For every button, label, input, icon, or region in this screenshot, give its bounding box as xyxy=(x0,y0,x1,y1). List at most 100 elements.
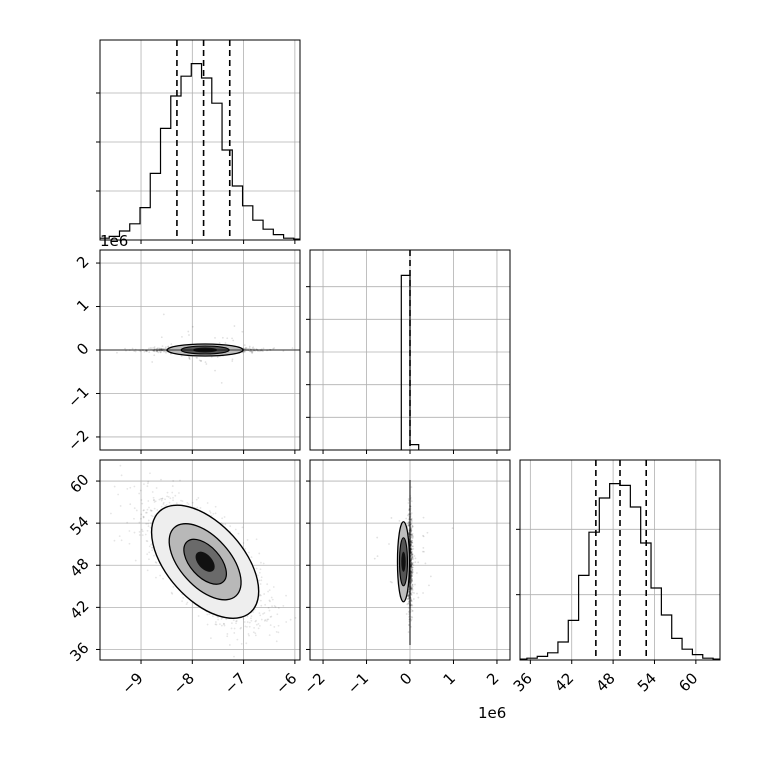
scatter-point xyxy=(411,569,414,572)
scatter-point xyxy=(410,529,413,532)
scatter-point xyxy=(234,528,237,531)
scatter-point xyxy=(410,520,413,523)
scatter-point xyxy=(142,509,145,512)
scatter-point xyxy=(410,552,413,554)
x-offset-label: 1e6 xyxy=(478,704,506,722)
x-tick-label: 1 xyxy=(440,669,459,688)
scatter-point xyxy=(195,498,198,501)
scatter-point xyxy=(411,600,413,602)
scatter-point xyxy=(216,356,219,358)
scatter-point xyxy=(411,580,414,583)
scatter-point xyxy=(248,345,251,348)
scatter-point xyxy=(411,539,413,542)
scatter-point xyxy=(411,571,413,574)
scatter-point xyxy=(153,346,156,348)
scatter-point xyxy=(134,350,137,353)
scatter-point xyxy=(223,623,225,625)
scatter-point xyxy=(413,592,415,594)
scatter-point xyxy=(410,486,413,489)
scatter-point xyxy=(259,583,262,585)
scatter-point xyxy=(410,543,413,546)
scatter-point xyxy=(235,620,237,623)
scatter-point xyxy=(151,509,153,512)
scatter-point xyxy=(410,528,413,530)
scatter-point xyxy=(407,594,410,597)
scatter-point xyxy=(215,623,218,626)
scatter-point xyxy=(275,640,278,643)
scatter-point xyxy=(244,547,247,550)
scatter-point xyxy=(407,522,410,525)
scatter-point xyxy=(169,497,172,500)
scatter-point xyxy=(140,499,143,501)
scatter-point xyxy=(414,561,417,564)
scatter-point xyxy=(406,598,409,600)
scatter-point xyxy=(233,632,236,634)
scatter-point xyxy=(245,347,248,350)
scatter-point xyxy=(204,361,207,364)
scatter-point xyxy=(407,598,409,600)
scatter-point xyxy=(407,631,410,633)
scatter-point xyxy=(143,483,145,485)
scatter-point xyxy=(411,541,414,544)
scatter-point xyxy=(416,592,418,595)
scatter-point xyxy=(156,350,159,353)
scatter-point xyxy=(250,615,253,617)
scatter-point xyxy=(411,587,414,589)
scatter-point xyxy=(185,603,188,605)
scatter-point xyxy=(223,516,226,518)
scatter-point xyxy=(139,489,142,492)
scatter-point xyxy=(410,587,413,590)
scatter-point xyxy=(145,539,148,542)
scatter-point xyxy=(291,347,294,350)
scatter-point xyxy=(411,541,413,544)
scatter-point xyxy=(410,562,413,565)
scatter-point xyxy=(110,512,112,515)
scatter-point xyxy=(274,606,277,608)
scatter-point xyxy=(155,561,158,564)
scatter-point xyxy=(410,551,413,554)
scatter-point xyxy=(154,500,157,503)
scatter-point xyxy=(410,522,413,525)
scatter-point xyxy=(410,565,413,568)
scatter-point xyxy=(221,517,224,520)
scatter-point xyxy=(411,573,414,575)
scatter-point xyxy=(389,580,392,583)
scatter-point xyxy=(172,496,174,499)
y-tick-label: 36 xyxy=(66,639,92,665)
scatter-point xyxy=(162,501,165,504)
scatter-point xyxy=(262,347,265,350)
scatter-point xyxy=(410,563,413,566)
scatter-point xyxy=(411,586,413,589)
scatter-point xyxy=(410,565,413,568)
scatter-point xyxy=(174,494,177,497)
scatter-point xyxy=(407,499,410,502)
scatter-point xyxy=(267,607,270,609)
scatter-point xyxy=(254,632,257,635)
density-core xyxy=(195,551,215,572)
scatter-point xyxy=(406,603,409,606)
scatter-point xyxy=(166,491,169,494)
scatter-point xyxy=(410,572,413,575)
scatter-point xyxy=(181,500,184,503)
scatter-point xyxy=(271,598,274,601)
scatter-point xyxy=(407,524,410,527)
scatter-point xyxy=(285,621,288,623)
scatter-point xyxy=(410,534,413,537)
scatter-point xyxy=(208,510,211,513)
scatter-point xyxy=(410,529,413,532)
scatter-point xyxy=(214,369,216,372)
scatter-point xyxy=(231,358,234,361)
scatter-point xyxy=(410,618,413,621)
scatter-point xyxy=(243,621,246,623)
scatter-point xyxy=(405,613,408,615)
scatter-point xyxy=(155,487,158,489)
scatter-point xyxy=(422,535,425,538)
scatter-point xyxy=(152,346,155,349)
scatter-point xyxy=(150,514,153,517)
scatter-point xyxy=(214,512,217,515)
scatter-point xyxy=(411,568,414,571)
scatter-point xyxy=(241,526,244,529)
scatter-point xyxy=(410,575,413,578)
scatter-point xyxy=(391,581,393,584)
scatter-point xyxy=(410,570,413,573)
